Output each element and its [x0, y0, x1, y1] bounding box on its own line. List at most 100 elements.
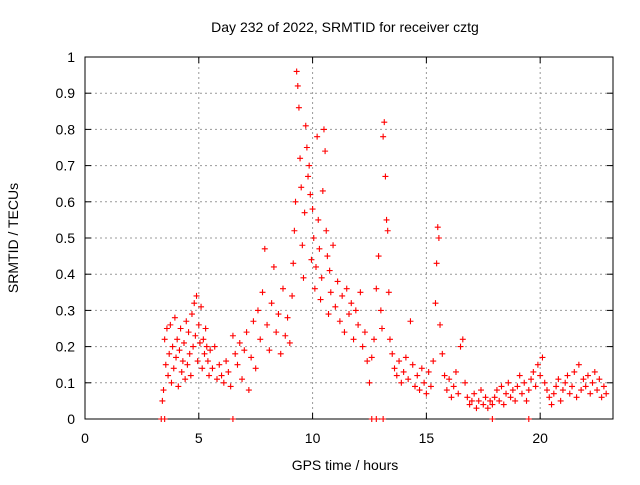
data-point	[450, 383, 457, 390]
data-point	[293, 68, 300, 75]
data-point	[598, 394, 605, 401]
data-point	[209, 365, 216, 372]
data-point	[165, 372, 172, 379]
data-point	[324, 253, 331, 260]
data-point	[270, 263, 277, 270]
data-point	[459, 336, 466, 343]
data-point	[211, 343, 218, 350]
data-point	[498, 383, 505, 390]
y-tick-label: 0.2	[56, 339, 76, 355]
x-tick-label: 10	[305, 430, 321, 446]
data-point	[564, 372, 571, 379]
data-point	[181, 339, 187, 346]
data-point	[566, 390, 573, 397]
data-point	[322, 148, 329, 155]
data-point	[295, 104, 302, 111]
data-point	[591, 368, 598, 375]
data-point	[303, 144, 310, 151]
data-point	[589, 379, 596, 386]
data-point	[307, 191, 314, 198]
data-point	[571, 368, 578, 375]
data-point	[159, 397, 166, 404]
data-point	[171, 314, 178, 321]
data-point	[245, 387, 252, 394]
data-point	[373, 416, 380, 422]
data-point	[553, 383, 560, 390]
data-point	[573, 394, 580, 401]
data-point	[339, 292, 346, 299]
data-point	[168, 379, 175, 386]
data-point	[232, 350, 239, 357]
data-point	[294, 82, 301, 89]
data-point	[466, 401, 473, 408]
data-point	[311, 285, 318, 292]
data-point	[264, 321, 271, 328]
data-point	[400, 368, 407, 375]
data-point	[544, 387, 550, 394]
data-point	[192, 332, 199, 339]
data-point	[352, 307, 359, 314]
data-point	[530, 368, 537, 375]
data-point	[385, 289, 392, 296]
data-point	[195, 321, 202, 328]
y-axis-label: SRMTID / TECUs	[5, 183, 21, 293]
y-tick-label: 0.1	[56, 375, 76, 391]
data-point	[587, 390, 594, 397]
data-point	[432, 300, 439, 307]
data-point	[176, 347, 183, 354]
data-point	[323, 227, 330, 234]
data-point	[528, 376, 535, 383]
y-tick-label: 1	[67, 49, 75, 65]
x-tick-label: 20	[532, 430, 548, 446]
data-point	[457, 343, 464, 350]
data-point	[206, 372, 213, 379]
data-point	[187, 372, 194, 379]
data-point	[521, 379, 528, 386]
data-point	[383, 216, 390, 223]
data-point	[201, 350, 208, 357]
data-point	[169, 343, 176, 350]
data-point	[257, 336, 264, 343]
data-point	[537, 372, 544, 379]
data-point	[170, 365, 177, 372]
data-point	[302, 122, 309, 129]
data-point	[462, 379, 469, 386]
data-point	[259, 289, 266, 296]
data-point	[334, 278, 341, 285]
data-point	[532, 383, 539, 390]
data-point	[190, 343, 197, 350]
data-point	[314, 133, 321, 140]
data-point	[175, 383, 182, 390]
data-point	[203, 343, 210, 350]
data-point	[361, 329, 368, 336]
data-point	[402, 354, 409, 361]
x-tick-label: 15	[419, 430, 435, 446]
data-point	[594, 387, 601, 394]
data-point	[234, 361, 241, 368]
data-point	[509, 387, 516, 394]
data-point	[310, 235, 317, 241]
data-point	[389, 350, 396, 357]
data-point	[261, 245, 268, 252]
data-point	[600, 383, 607, 390]
data-point	[443, 387, 450, 394]
data-point	[512, 397, 519, 404]
data-point	[220, 379, 227, 386]
data-point	[366, 379, 373, 386]
y-tick-label: 0.7	[56, 158, 76, 174]
data-point	[473, 405, 480, 412]
data-point	[487, 397, 494, 404]
data-point	[575, 361, 582, 368]
y-tick-label: 0.6	[56, 194, 76, 210]
data-point	[468, 397, 475, 404]
data-point	[439, 350, 446, 357]
data-point	[286, 339, 293, 346]
data-point	[427, 383, 434, 390]
data-point	[534, 361, 541, 368]
y-tick-label: 0.3	[56, 302, 76, 318]
data-point	[433, 260, 440, 267]
data-point	[236, 339, 243, 346]
data-point	[163, 325, 170, 332]
data-point	[603, 390, 610, 397]
